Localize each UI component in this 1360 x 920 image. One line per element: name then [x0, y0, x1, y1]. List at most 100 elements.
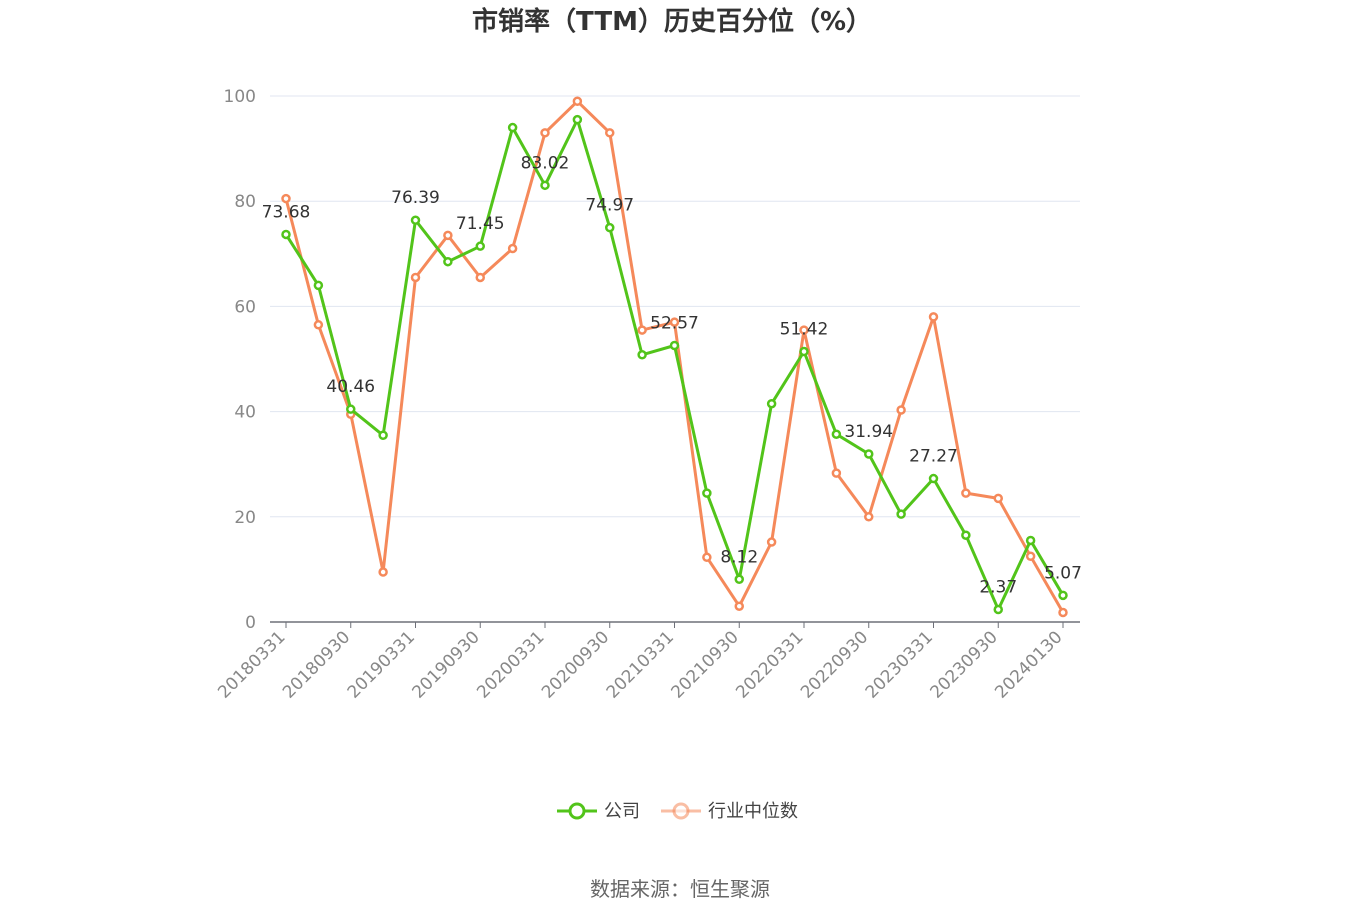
- chart-title: 市销率（TTM）历史百分位（%）: [472, 6, 872, 37]
- company-point[interactable]: [572, 114, 583, 125]
- company-point[interactable]: [378, 430, 388, 441]
- data-label: 71.45: [456, 214, 505, 234]
- company-point[interactable]: [831, 429, 842, 439]
- series-industry-median: [281, 96, 1068, 618]
- x-axis-tick-labels: 2018033120180930201903312019093020200331…: [214, 627, 1066, 702]
- x-tick-label: 20210331: [603, 627, 678, 702]
- company-point[interactable]: [961, 530, 971, 540]
- series-lines: [281, 96, 1068, 618]
- x-tick-label: 20180930: [279, 627, 354, 702]
- industry-median-point[interactable]: [637, 325, 647, 335]
- industry-median-point[interactable]: [799, 325, 809, 335]
- company-point[interactable]: [443, 256, 453, 267]
- company-point[interactable]: [928, 473, 939, 484]
- x-tick-label: 20200331: [473, 627, 548, 702]
- industry-median-point[interactable]: [540, 128, 550, 138]
- legend-company-circle-icon: [568, 802, 586, 820]
- legend[interactable]: 公司 行业中位数: [557, 801, 798, 822]
- series-company: [281, 114, 1068, 615]
- data-label: 40.46: [326, 377, 375, 397]
- company-point[interactable]: [669, 340, 680, 351]
- company-point[interactable]: [410, 215, 421, 225]
- industry-median-point[interactable]: [961, 488, 971, 498]
- company-point[interactable]: [766, 398, 777, 409]
- data-label: 73.68: [262, 202, 311, 222]
- company-point[interactable]: [507, 122, 518, 133]
- x-axis: [270, 621, 1080, 628]
- industry-median-line: [284, 99, 1065, 614]
- company-point[interactable]: [313, 280, 324, 291]
- x-tick-label: 20220331: [732, 627, 807, 702]
- industry-median-point[interactable]: [1058, 607, 1068, 618]
- company-point[interactable]: [540, 180, 550, 191]
- data-label: 31.94: [844, 422, 893, 442]
- legend-industry-label: 行业中位数: [708, 801, 798, 822]
- legend-item-company[interactable]: 公司: [557, 801, 640, 822]
- data-label: 2.37: [979, 578, 1017, 598]
- company-point[interactable]: [475, 241, 485, 251]
- industry-median-point[interactable]: [443, 230, 453, 241]
- y-tick-label: 60: [234, 297, 256, 317]
- y-tick-label: 20: [234, 508, 256, 528]
- industry-median-point[interactable]: [313, 320, 324, 330]
- legend-industry-circle-icon: [672, 802, 690, 820]
- data-labels: 73.68 40.46 76.39 71.45 83.02 74.97 52.57 8.12 5…: [262, 153, 1082, 597]
- x-tick-label: 20190331: [344, 627, 419, 702]
- x-tick-label: 20190930: [408, 627, 483, 702]
- data-label: 8.12: [720, 547, 758, 567]
- y-tick-label: 0: [245, 613, 256, 633]
- y-tick-label: 80: [234, 192, 256, 212]
- company-point[interactable]: [637, 350, 647, 360]
- company-point[interactable]: [1058, 590, 1068, 601]
- x-tick-label: 20240130: [991, 627, 1066, 702]
- industry-median-point[interactable]: [734, 601, 744, 611]
- industry-median-point[interactable]: [1025, 551, 1036, 561]
- industry-median-point[interactable]: [507, 243, 518, 254]
- industry-median-point[interactable]: [896, 405, 906, 415]
- company-point[interactable]: [346, 404, 356, 414]
- data-label: 5.07: [1044, 563, 1082, 583]
- x-tick-label: 20220930: [797, 627, 872, 702]
- data-label: 52.57: [650, 313, 699, 333]
- company-point[interactable]: [896, 509, 906, 519]
- industry-median-point[interactable]: [410, 272, 421, 283]
- x-tick-label: 20230331: [862, 627, 937, 702]
- industry-median-point[interactable]: [702, 552, 712, 563]
- company-point[interactable]: [799, 346, 809, 357]
- data-source-note: 数据来源：恒生聚源: [590, 877, 770, 901]
- company-point[interactable]: [993, 604, 1003, 615]
- x-tick-label: 20200930: [538, 627, 613, 702]
- y-tick-label: 100: [224, 87, 256, 107]
- x-tick-label: 20210930: [667, 627, 742, 702]
- data-label: 74.97: [585, 196, 634, 216]
- data-label: 51.42: [780, 320, 829, 340]
- industry-median-point[interactable]: [928, 312, 939, 322]
- industry-median-point[interactable]: [669, 317, 680, 327]
- industry-median-point[interactable]: [475, 272, 485, 283]
- industry-median-point[interactable]: [572, 96, 583, 107]
- industry-median-point[interactable]: [766, 537, 777, 547]
- x-tick-label: 20230930: [926, 627, 1001, 702]
- data-label: 83.02: [521, 153, 570, 173]
- industry-median-point[interactable]: [378, 567, 388, 577]
- company-point[interactable]: [1025, 535, 1036, 546]
- company-point[interactable]: [605, 222, 615, 233]
- grid-lines: [270, 95, 1080, 518]
- industry-median-point[interactable]: [281, 193, 291, 204]
- industry-median-point[interactable]: [831, 468, 842, 478]
- legend-item-industry-median[interactable]: 行业中位数: [661, 801, 798, 822]
- industry-median-point[interactable]: [993, 493, 1003, 504]
- company-point[interactable]: [864, 449, 874, 459]
- industry-median-point[interactable]: [605, 128, 615, 138]
- company-point[interactable]: [734, 574, 744, 585]
- data-label: 27.27: [909, 447, 958, 467]
- industry-median-point[interactable]: [864, 512, 874, 522]
- y-axis-tick-labels: 0 20 40 60 80 100: [224, 87, 256, 633]
- company-point[interactable]: [281, 229, 291, 240]
- y-tick-label: 40: [234, 403, 256, 423]
- company-point[interactable]: [702, 488, 712, 498]
- x-tick-label: 20180331: [214, 627, 289, 702]
- data-label: 76.39: [391, 188, 440, 208]
- legend-company-label: 公司: [604, 801, 640, 822]
